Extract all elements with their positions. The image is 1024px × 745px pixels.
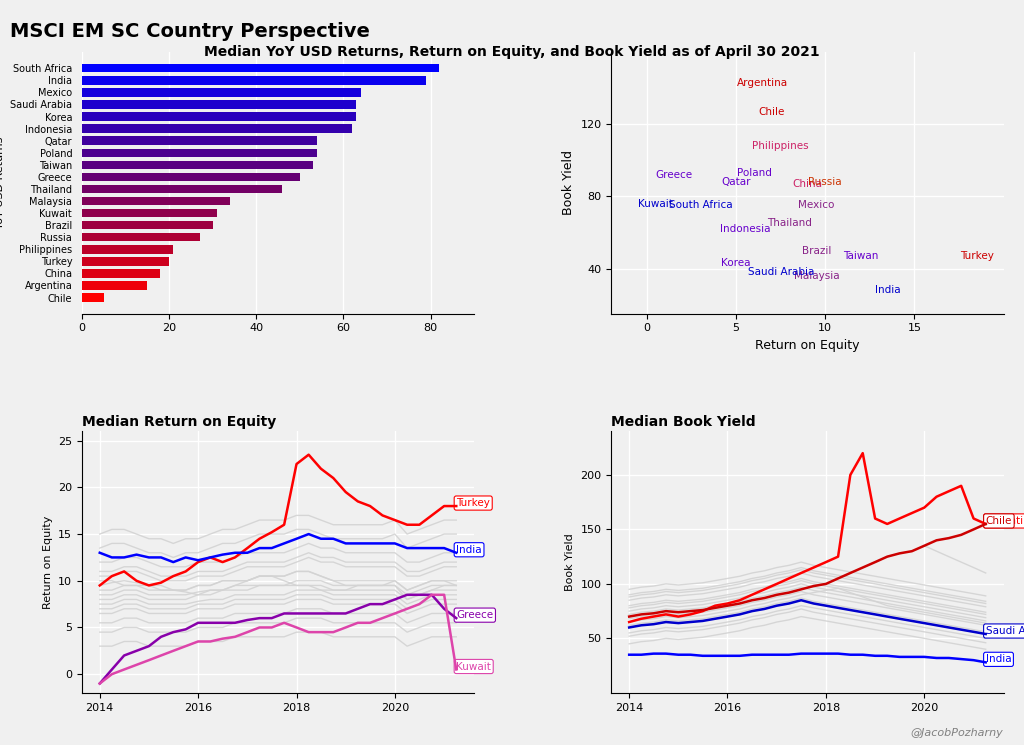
Y-axis label: YoY USD Returns: YoY USD Returns bbox=[0, 137, 5, 229]
Text: Turkey: Turkey bbox=[457, 498, 490, 508]
Y-axis label: Book Yield: Book Yield bbox=[562, 150, 574, 215]
Text: MSCI EM SC Country Perspective: MSCI EM SC Country Perspective bbox=[10, 22, 370, 42]
Text: Argentina: Argentina bbox=[986, 516, 1024, 526]
Bar bbox=[82, 269, 161, 278]
Text: Indonesia: Indonesia bbox=[720, 224, 770, 234]
Text: Greece: Greece bbox=[655, 170, 692, 180]
Bar bbox=[82, 161, 313, 169]
Bar bbox=[82, 136, 317, 145]
Bar bbox=[82, 124, 352, 133]
Text: Median YoY USD Returns, Return on Equity, and Book Yield as of April 30 2021: Median YoY USD Returns, Return on Equity… bbox=[204, 45, 820, 59]
Text: Mexico: Mexico bbox=[798, 200, 835, 210]
Text: Brazil: Brazil bbox=[802, 246, 831, 256]
Bar bbox=[82, 148, 317, 157]
Text: Saudi Arabia: Saudi Arabia bbox=[986, 626, 1024, 636]
Text: Thailand: Thailand bbox=[767, 218, 812, 229]
Bar bbox=[82, 233, 200, 241]
Bar bbox=[82, 101, 356, 109]
Bar bbox=[82, 282, 147, 290]
Bar bbox=[82, 185, 283, 193]
Bar bbox=[82, 64, 439, 72]
Text: Median Return on Equity: Median Return on Equity bbox=[82, 415, 276, 429]
Text: Taiwan: Taiwan bbox=[843, 251, 879, 261]
Y-axis label: Return on Equity: Return on Equity bbox=[43, 516, 52, 609]
Text: Turkey: Turkey bbox=[959, 251, 993, 261]
Text: India: India bbox=[874, 285, 900, 295]
Bar bbox=[82, 294, 103, 302]
Bar bbox=[82, 197, 230, 205]
Text: Median Book Yield: Median Book Yield bbox=[611, 415, 756, 429]
Text: Korea: Korea bbox=[721, 259, 751, 268]
Text: South Africa: South Africa bbox=[669, 200, 732, 210]
Bar bbox=[82, 88, 360, 97]
Bar bbox=[82, 257, 169, 265]
Bar bbox=[82, 209, 217, 218]
Text: @JacobPozharny: @JacobPozharny bbox=[910, 728, 1004, 738]
X-axis label: Return on Equity: Return on Equity bbox=[755, 339, 860, 352]
Text: Greece: Greece bbox=[457, 610, 494, 620]
Text: Philippines: Philippines bbox=[753, 141, 809, 151]
Y-axis label: Book Yield: Book Yield bbox=[565, 533, 574, 591]
Bar bbox=[82, 112, 356, 121]
Text: Russia: Russia bbox=[809, 177, 842, 187]
Text: Chile: Chile bbox=[986, 516, 1012, 526]
Text: Kuwait: Kuwait bbox=[639, 199, 674, 209]
Text: India: India bbox=[457, 545, 482, 555]
Text: Argentina: Argentina bbox=[737, 77, 788, 88]
Bar bbox=[82, 173, 300, 181]
Bar bbox=[82, 221, 213, 229]
Text: China: China bbox=[793, 179, 822, 188]
Text: Qatar: Qatar bbox=[721, 177, 751, 187]
Text: Malaysia: Malaysia bbox=[794, 270, 839, 281]
Text: Poland: Poland bbox=[736, 168, 771, 178]
Bar bbox=[82, 245, 173, 253]
Text: Chile: Chile bbox=[759, 107, 785, 117]
Text: Kuwait: Kuwait bbox=[457, 662, 492, 671]
Bar bbox=[82, 76, 426, 84]
Text: Saudi Arabia: Saudi Arabia bbox=[748, 267, 814, 277]
Text: India: India bbox=[986, 654, 1012, 665]
